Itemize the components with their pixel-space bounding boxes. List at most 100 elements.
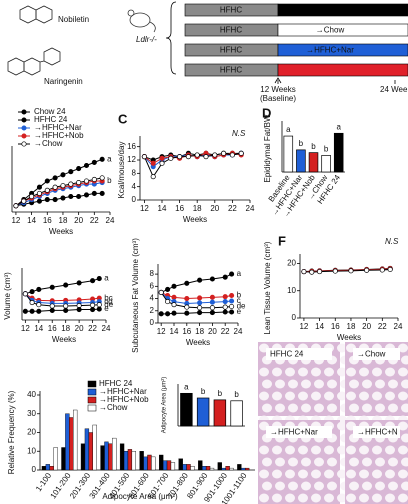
data-point	[194, 152, 200, 158]
adipocyte	[337, 493, 347, 503]
y-tick-label: 0	[32, 465, 37, 474]
bar	[131, 451, 136, 471]
bar	[49, 466, 54, 471]
series-line	[25, 278, 100, 295]
data-point	[52, 184, 58, 190]
adipocyte	[337, 391, 347, 401]
group-letter: cd	[104, 297, 112, 306]
data-point	[301, 269, 307, 275]
adipocyte	[311, 367, 321, 377]
arrow-head	[274, 77, 282, 84]
switch-bar	[277, 23, 408, 37]
adipocyte	[311, 445, 321, 455]
adipocyte	[272, 469, 282, 479]
adipocyte	[346, 445, 356, 455]
label-box	[353, 348, 400, 360]
data-point	[332, 268, 338, 274]
data-point	[22, 308, 28, 314]
adipocyte	[388, 403, 398, 413]
adipocyte	[388, 379, 398, 389]
data-point	[165, 311, 171, 317]
adipocyte	[375, 403, 385, 413]
adipocyte	[327, 457, 337, 467]
data-point	[99, 175, 105, 181]
adipocyte	[362, 457, 372, 467]
data-point	[212, 152, 218, 158]
y-axis-label: Relative Frequency (%)	[7, 390, 16, 474]
x-tick-label: 18	[195, 327, 204, 336]
adipocyte	[275, 457, 285, 467]
time-label: 12 Weeks	[260, 85, 295, 94]
x-tick-label: 14	[158, 204, 167, 213]
adipocyte	[398, 391, 408, 401]
data-point	[229, 309, 235, 315]
diet-label: HFHC	[220, 66, 242, 75]
adipocyte	[385, 367, 395, 377]
data-point	[76, 280, 82, 286]
x-tick-label: 22	[221, 327, 230, 336]
adipocyte	[401, 355, 408, 365]
y-axis-label: Kcal/mouse/day	[117, 142, 126, 199]
series-line	[143, 152, 242, 178]
legend-label: Chow 24	[34, 107, 66, 116]
x-tick-label: 18	[347, 322, 356, 331]
data-point	[222, 309, 228, 315]
adipocyte	[401, 481, 408, 491]
adipocyte	[346, 367, 356, 377]
adipocyte	[259, 469, 269, 479]
bar	[209, 467, 215, 471]
data-point	[36, 198, 42, 204]
group-letter: b	[299, 139, 304, 148]
bar	[61, 447, 66, 471]
bar	[147, 454, 152, 471]
data-point	[197, 300, 203, 306]
x-tick-label: 12	[11, 216, 20, 225]
x-tick-label: 24	[102, 324, 111, 333]
data-point	[197, 295, 203, 301]
adipocyte	[272, 445, 282, 455]
legend-marker	[21, 133, 27, 139]
brace	[165, 1, 177, 75]
bar	[92, 424, 97, 471]
adipocyte	[362, 379, 372, 389]
data-point	[36, 302, 42, 308]
data-point	[222, 299, 228, 305]
adipocyte	[337, 367, 347, 377]
data-point	[229, 292, 235, 299]
adipocyte	[327, 403, 337, 413]
x-axis-label: Weeks	[337, 333, 361, 342]
x-tick-label: 16	[182, 327, 191, 336]
switch-bar	[277, 3, 408, 17]
group-letter: b	[234, 390, 239, 399]
bar	[205, 466, 211, 471]
x-tick-label: 22	[88, 324, 97, 333]
adipocyte	[298, 367, 308, 377]
bar	[80, 443, 86, 471]
x-tick-label: 12	[21, 324, 30, 333]
data-point	[165, 299, 171, 305]
data-point	[90, 278, 96, 284]
data-point	[317, 269, 323, 275]
group-letter: b	[311, 142, 316, 151]
data-point	[197, 310, 203, 316]
adipocyte	[259, 493, 269, 503]
panel-letter: D	[262, 105, 271, 120]
bar	[230, 400, 243, 427]
data-point	[29, 308, 35, 314]
note: N.S	[232, 129, 246, 138]
x-tick-label: 16	[48, 324, 57, 333]
series-line	[160, 273, 232, 293]
adipocyte	[359, 367, 369, 377]
data-point	[221, 150, 227, 156]
x-axis-label: Weeks	[49, 227, 73, 236]
x-axis-label: Weeks	[52, 335, 76, 344]
data-point	[158, 289, 164, 295]
y-tick-label: 8	[150, 269, 155, 278]
compound-label: Nobiletin	[58, 15, 89, 24]
y-tick-label: 40	[27, 390, 36, 399]
bar	[123, 451, 129, 471]
data-point	[99, 156, 105, 162]
bar	[151, 456, 156, 471]
x-tick-label: 14	[315, 322, 324, 331]
data-point	[49, 303, 55, 309]
